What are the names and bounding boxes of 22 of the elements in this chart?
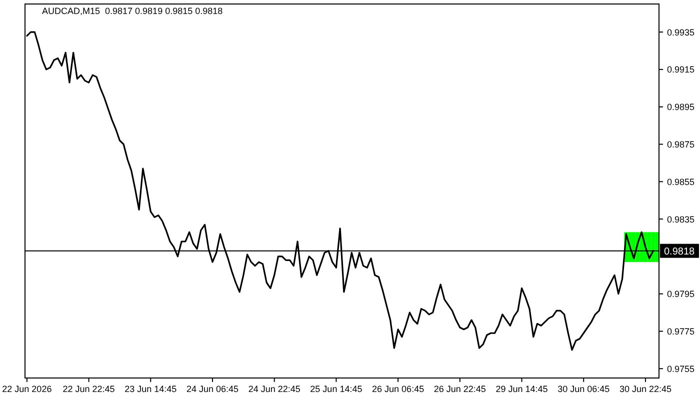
y-tick-label: 0.9935 (667, 27, 695, 38)
ref-line-label: 0.9818 (664, 246, 696, 258)
x-tick-label: 26 Jun 22:45 (434, 384, 486, 394)
y-tick-label: 0.9775 (667, 326, 695, 336)
y-tick-label: 0.9915 (667, 64, 695, 75)
y-tick-label: 0.9795 (667, 289, 695, 300)
y-tick-label: 0.9895 (667, 102, 695, 112)
y-tick-label: 0.9875 (667, 139, 695, 150)
x-tick-label: 25 Jun 14:45 (310, 384, 362, 394)
x-tick-label: 24 Jun 06:45 (186, 384, 239, 394)
x-tick-label: 22 Jun 2026 (2, 384, 52, 394)
y-tick-label: 0.9855 (667, 176, 695, 187)
y-tick-label: 0.9755 (667, 364, 695, 374)
x-tick-label: 30 Jun 06:45 (558, 384, 610, 394)
x-tick-label: 26 Jun 06:45 (372, 384, 424, 394)
x-tick-label: 29 Jun 14:45 (496, 384, 548, 394)
chart-title: AUDCAD,M15 0.9817 0.9819 0.9815 0.9818 (42, 6, 223, 16)
x-tick-label: 30 Jun 22:45 (619, 384, 672, 394)
y-tick-label: 0.9835 (667, 214, 695, 224)
x-tick-label: 23 Jun 14:45 (124, 384, 177, 394)
x-tick-label: 22 Jun 22:45 (62, 384, 115, 394)
x-tick-label: 24 Jun 22:45 (248, 384, 300, 394)
